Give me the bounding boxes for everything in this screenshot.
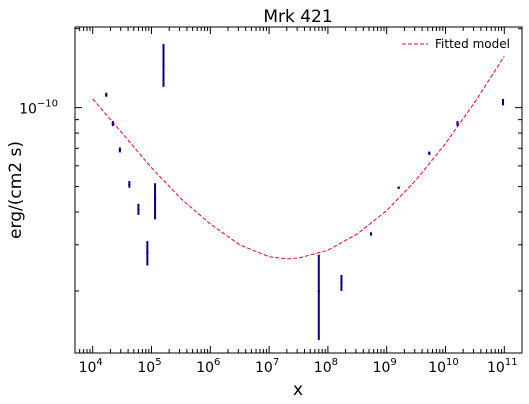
data-point (105, 93, 108, 96)
data-point (397, 186, 400, 189)
data-point (153, 197, 157, 200)
legend: Fitted model (402, 37, 510, 51)
data-point (317, 289, 320, 293)
x-tick-label: 1010 (428, 357, 459, 376)
x-tick-label: 108 (314, 357, 338, 376)
data-point (162, 64, 165, 67)
data-point (456, 122, 459, 125)
x-tick-label: 1011 (487, 357, 518, 376)
y-tick-label: 10−10 (19, 99, 58, 118)
data-point (111, 122, 115, 125)
x-tick-label: 109 (373, 357, 397, 376)
data-point (137, 207, 140, 211)
x-axis-ticks: 104 105 106 107 108 109 1010 1011 (74, 27, 523, 376)
data-points-layer (105, 43, 505, 341)
data-point (128, 183, 131, 186)
data-point (340, 281, 343, 284)
legend-fitted-model-label: Fitted model (435, 37, 510, 51)
x-tick-label: 104 (79, 357, 103, 376)
data-point (369, 232, 373, 236)
chart-title: Mrk 421 (263, 7, 332, 27)
data-point (146, 251, 149, 254)
data-point (428, 152, 431, 155)
data-point (118, 148, 122, 152)
x-tick-label: 106 (196, 357, 220, 376)
y-axis-ticks: 10−10 (19, 28, 522, 292)
y-axis-label: erg/(cm2 s) (6, 141, 26, 239)
x-tick-label: 107 (255, 357, 279, 376)
data-point (501, 100, 505, 104)
plot-area (92, 43, 505, 341)
plot-frame (74, 26, 523, 354)
fitted-model-layer (92, 55, 505, 260)
fitted-model-line (92, 55, 505, 260)
x-axis-label: x (293, 380, 303, 400)
x-tick-label: 105 (137, 357, 161, 376)
